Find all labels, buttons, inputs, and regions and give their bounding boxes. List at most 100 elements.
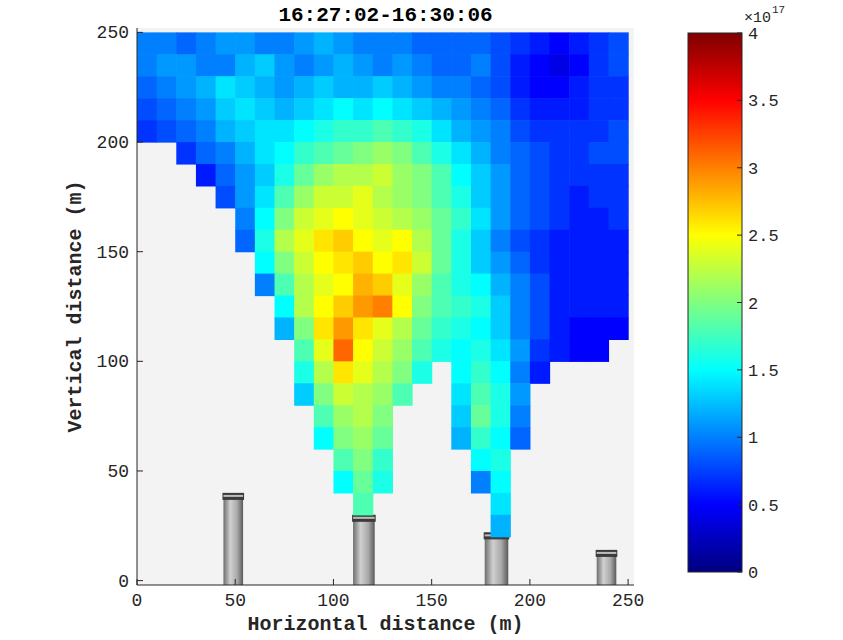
heat-cell <box>392 54 412 77</box>
heat-cell <box>530 339 550 362</box>
heat-cell <box>432 142 452 165</box>
heat-cell <box>235 230 255 253</box>
heat-cell <box>314 339 334 362</box>
heat-cell <box>333 361 353 384</box>
heat-cell <box>471 98 491 121</box>
heat-cell <box>235 98 255 121</box>
heat-cell <box>432 339 452 362</box>
heat-cell <box>275 142 295 165</box>
heat-cell <box>216 54 236 77</box>
heat-cell <box>392 361 412 384</box>
heat-cell <box>589 98 609 121</box>
heat-cell <box>333 208 353 231</box>
heat-cell <box>412 98 432 121</box>
heat-cell <box>373 120 393 143</box>
heat-cell <box>392 120 412 143</box>
heat-cell <box>294 361 314 384</box>
heat-cell <box>589 32 609 55</box>
heat-cell <box>491 361 511 384</box>
heat-cell <box>255 142 275 165</box>
heat-cell <box>333 296 353 319</box>
heat-cell <box>432 252 452 275</box>
heat-cell <box>176 32 196 55</box>
heat-cell <box>569 186 589 209</box>
heat-cell <box>471 296 491 319</box>
heat-cell <box>392 383 412 406</box>
chimney-crown <box>596 550 618 557</box>
chimney <box>597 550 617 585</box>
y-tick-label: 50 <box>107 462 129 482</box>
heat-cell <box>412 339 432 362</box>
heat-cell <box>491 493 511 516</box>
heat-cell <box>471 274 491 297</box>
heat-cell <box>569 54 589 77</box>
colorbar-tick-label: 1.5 <box>748 362 779 381</box>
heat-cell <box>373 208 393 231</box>
heat-cell <box>373 383 393 406</box>
chimney <box>485 532 509 585</box>
heat-cell <box>294 120 314 143</box>
plot-area <box>137 28 634 585</box>
heat-cell <box>255 186 275 209</box>
heat-cell <box>491 471 511 494</box>
heat-cell <box>353 317 373 340</box>
heat-cell <box>333 54 353 77</box>
heat-cell <box>294 164 314 187</box>
chimney-crown <box>353 517 375 519</box>
heat-cell <box>550 32 570 55</box>
heat-cell <box>569 317 589 340</box>
x-tick-label: 100 <box>317 591 349 611</box>
heat-cell <box>392 164 412 187</box>
heat-cell <box>176 76 196 99</box>
colorbar-tick <box>737 100 742 101</box>
heat-cell <box>255 252 275 275</box>
heat-cell <box>373 252 393 275</box>
y-tick-label: 0 <box>118 572 129 592</box>
heat-cell <box>314 120 334 143</box>
heat-cell <box>550 274 570 297</box>
heat-cell <box>510 76 530 99</box>
heat-cell <box>314 142 334 165</box>
heat-cell <box>451 76 471 99</box>
heat-cell <box>294 317 314 340</box>
heat-cell <box>530 98 550 121</box>
heat-cell <box>275 252 295 275</box>
heat-cell <box>353 208 373 231</box>
heat-cell <box>491 449 511 472</box>
heat-cell <box>333 405 353 428</box>
heat-cell <box>471 383 491 406</box>
heat-cell <box>451 361 471 384</box>
heat-cell <box>471 471 491 494</box>
heat-cell <box>432 76 452 99</box>
heat-cell <box>373 471 393 494</box>
heat-cell <box>432 296 452 319</box>
heat-cell <box>530 142 550 165</box>
heat-cell <box>451 54 471 77</box>
heat-cell <box>510 120 530 143</box>
heat-cell <box>353 405 373 428</box>
heat-cell <box>314 98 334 121</box>
heat-cell <box>314 274 334 297</box>
x-tick <box>529 579 530 585</box>
heat-cell <box>451 339 471 362</box>
heat-cell <box>510 142 530 165</box>
x-axis-line <box>137 585 634 586</box>
heat-cell <box>569 76 589 99</box>
heat-cell <box>471 186 491 209</box>
heat-cell <box>392 252 412 275</box>
colorbar: 00.511.522.533.54×1017 <box>688 4 785 583</box>
heat-cell <box>589 252 609 275</box>
heat-cell <box>432 120 452 143</box>
heat-cell <box>608 98 628 121</box>
heat-cell <box>255 32 275 55</box>
heat-cell <box>471 361 491 384</box>
heat-cell <box>392 32 412 55</box>
heat-cell <box>471 317 491 340</box>
y-axis-line <box>137 28 138 585</box>
heat-cell <box>333 252 353 275</box>
heat-cell <box>392 76 412 99</box>
heat-cell <box>471 339 491 362</box>
heat-cell <box>471 208 491 231</box>
heat-cell <box>530 361 550 384</box>
heat-cell <box>451 32 471 55</box>
